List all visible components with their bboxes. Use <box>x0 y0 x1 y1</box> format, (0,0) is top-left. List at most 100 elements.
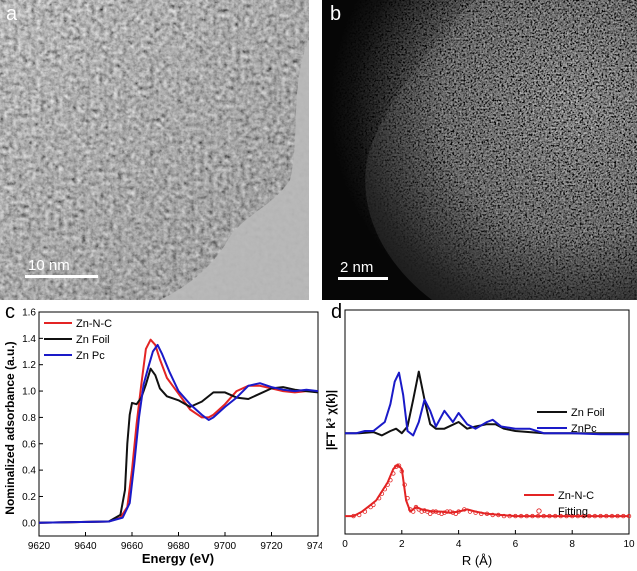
chart-c-xanes: c Nominalized adsorbance (a.u.) Energy (… <box>3 301 322 566</box>
fitting-point <box>405 495 410 501</box>
legend-label: Fitting <box>558 506 588 518</box>
fitting-point <box>416 507 421 512</box>
fitting-point <box>467 509 473 514</box>
fitting-point <box>484 511 490 516</box>
fitting-point <box>413 504 419 510</box>
y-axis-label: Nominalized adsorbance (a.u.) <box>3 341 17 514</box>
fitting-point <box>396 463 402 468</box>
x-tick-label: 9640 <box>74 541 97 552</box>
fitting-point <box>382 486 387 492</box>
y-tick-label: 1.0 <box>22 387 36 398</box>
scale-bar-a <box>25 275 98 278</box>
fitting-point <box>513 513 518 519</box>
panel-a-tem-image: a 10 nm <box>0 0 309 300</box>
series-line-zn-pc <box>38 343 319 524</box>
y-tick-label: 0.6 <box>22 439 36 450</box>
x-tick-label: 9700 <box>214 541 237 552</box>
panel-letter-d: d <box>331 301 342 323</box>
tem-micrograph <box>0 0 309 300</box>
haadf-micrograph <box>322 0 637 300</box>
fitting-point <box>501 513 507 519</box>
fitting-point <box>626 513 632 519</box>
legend: Zn-N-C Zn Foil Zn Pc <box>44 318 112 362</box>
x-tick-label: 4 <box>456 539 462 550</box>
x-tick-label: 0 <box>342 539 348 550</box>
fitting-point <box>376 495 382 501</box>
vacuum-edge-region <box>160 40 309 300</box>
fitting-point <box>490 512 495 518</box>
legend-label: Zn-N-C <box>76 318 112 330</box>
x-axis-label: Energy (eV) <box>142 551 214 566</box>
legend-lower: Zn-N-C Fitting <box>524 490 594 518</box>
fitting-point <box>496 512 501 518</box>
legend-label: Zn-N-C <box>558 490 594 502</box>
fitting-point <box>408 507 413 512</box>
fitting-point <box>385 482 390 487</box>
x-tick-label: 10 <box>623 539 635 550</box>
fitting-point <box>621 513 626 519</box>
fitting-point <box>379 491 385 496</box>
scale-bar-b <box>338 277 388 280</box>
x-axis-label: R (Å) <box>462 553 492 568</box>
fitting-point <box>575 513 581 519</box>
fitting-point <box>473 510 478 515</box>
fitting-point <box>524 513 529 519</box>
y-tick-label: 1.6 <box>22 308 36 319</box>
series-line-zn-foil <box>38 367 319 524</box>
legend-label: Zn Foil <box>571 407 605 419</box>
fitting-point <box>427 511 433 516</box>
fitting-point <box>569 513 575 519</box>
fitting-point <box>444 509 450 514</box>
plot-frame <box>344 309 630 535</box>
fitting-point <box>530 513 535 519</box>
fitting-point <box>391 471 396 476</box>
y-axis-label: |FT k³ χ(k)| <box>324 390 338 450</box>
fitting-point <box>430 509 436 514</box>
fitting-point <box>357 512 362 518</box>
fitting-point <box>410 509 416 514</box>
fitting-point <box>402 482 407 487</box>
fitting-point <box>535 513 541 519</box>
y-tick-label: 0.4 <box>22 466 36 477</box>
fitting-point <box>592 513 598 519</box>
panel-letter-c: c <box>5 301 15 323</box>
fitting-point <box>351 513 356 519</box>
fitting-point <box>564 513 569 519</box>
panel-b-haadf-image: b 2 nm <box>322 0 637 300</box>
fitting-point <box>541 513 546 519</box>
fitting-point <box>388 477 393 483</box>
fitting-point <box>399 469 404 474</box>
fitting-point <box>518 513 524 519</box>
fitting-point <box>362 509 368 514</box>
scale-bar-a-label: 10 nm <box>28 257 70 274</box>
series-line-zn-foil <box>345 370 629 437</box>
x-tick-label: 9660 <box>121 541 144 552</box>
legend-label: ZnPc <box>571 423 597 435</box>
fitting-point <box>547 513 552 519</box>
x-tick-label: 9720 <box>260 541 283 552</box>
fitting-point <box>453 511 458 516</box>
fitting-point <box>615 513 620 519</box>
legend-label: Zn Pc <box>76 350 105 362</box>
y-tick-label: 0.0 <box>22 518 36 529</box>
x-tick-label: 8 <box>569 539 575 550</box>
fitting-point <box>507 513 512 519</box>
x-tick-label: 2 <box>399 539 405 550</box>
fitting-point <box>552 513 558 519</box>
fitting-point <box>456 509 461 514</box>
legend-label: Zn Foil <box>76 334 110 346</box>
scale-bar-b-label: 2 nm <box>340 259 374 276</box>
y-tick-label: 0.8 <box>22 413 36 424</box>
fitting-point <box>368 504 373 510</box>
fitting-point <box>462 507 467 512</box>
x-tick-label: 6 <box>513 539 519 550</box>
y-tick-label: 0.2 <box>22 492 36 503</box>
fitting-point <box>581 513 586 519</box>
series-line-zn-n-c <box>38 338 318 524</box>
legend-upper: Zn Foil ZnPc <box>537 407 605 435</box>
x-tick-label: 9680 <box>167 541 190 552</box>
chart-d-exafs: d |FT k³ χ(k)| R (Å) 0 2 4 6 8 10 Zn Foil ZnPc… <box>324 301 635 568</box>
panel-letter-a: a <box>6 3 18 25</box>
y-tick-label: 1.4 <box>22 334 36 345</box>
